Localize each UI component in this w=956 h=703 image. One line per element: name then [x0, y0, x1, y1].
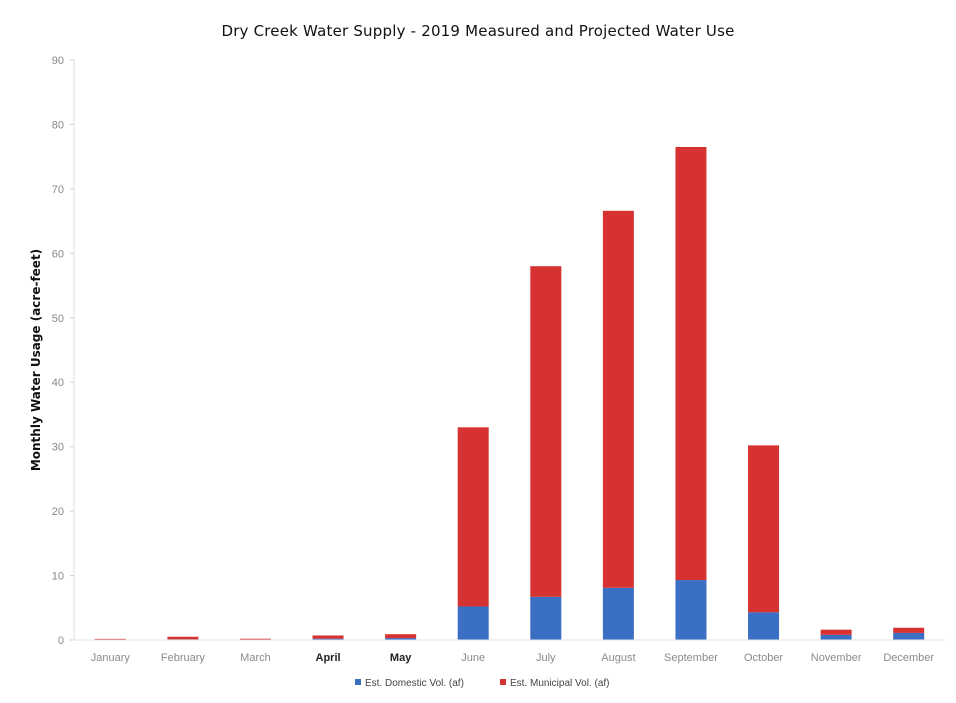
bar-municipal-october [748, 445, 780, 613]
x-tick-label: September [664, 652, 718, 664]
x-tick-label: May [390, 652, 412, 664]
x-tick-label: March [240, 652, 271, 664]
y-tick-label: 40 [52, 377, 64, 389]
bar-municipal-may [385, 634, 417, 639]
x-tick-label: April [316, 652, 341, 664]
bar-domestic-december [893, 632, 925, 640]
bar-domestic-august [602, 587, 634, 640]
bar-municipal-september [675, 147, 707, 581]
x-tick-label: February [161, 652, 206, 664]
bar-domestic-june [457, 606, 489, 640]
bar-municipal-june [457, 427, 489, 607]
y-tick-label: 30 [52, 442, 64, 454]
chart-title: Dry Creek Water Supply - 2019 Measured a… [221, 22, 735, 40]
x-tick-label: June [461, 652, 485, 664]
y-tick-label: 10 [52, 571, 64, 583]
x-tick-label: December [883, 652, 934, 664]
bar-municipal-august [602, 210, 634, 588]
y-tick-label: 0 [58, 635, 64, 647]
legend: Est. Domestic Vol. (af) Est. Municipal Vo… [355, 678, 609, 689]
bar-municipal-december [893, 627, 925, 633]
bar-municipal-march [239, 638, 271, 640]
x-tick-label: July [536, 652, 556, 664]
bar-municipal-january [94, 638, 126, 640]
bar-domestic-may [385, 638, 417, 640]
bar-municipal-november [820, 629, 852, 635]
bar-domestic-november [820, 634, 852, 640]
bars [94, 147, 925, 640]
x-axis: January February March April May June July Augu… [74, 639, 945, 664]
bar-domestic-april [312, 638, 344, 640]
bar-municipal-april [312, 635, 344, 639]
bar-municipal-july [530, 266, 562, 597]
y-axis: 0 10 20 30 40 50 60 70 80 90 [52, 55, 75, 647]
y-tick-label: 90 [52, 55, 64, 67]
x-tick-label: January [91, 652, 131, 664]
y-tick-label: 80 [52, 119, 64, 131]
legend-swatch-municipal [500, 679, 506, 685]
x-tick-label: August [601, 652, 635, 664]
x-tick-label: November [811, 652, 862, 664]
y-axis-label: Monthly Water Usage (acre-feet) [29, 249, 43, 471]
legend-label-municipal: Est. Municipal Vol. (af) [510, 678, 609, 689]
bar-municipal-february [167, 636, 199, 640]
legend-label-domestic: Est. Domestic Vol. (af) [365, 678, 464, 689]
bar-domestic-july [530, 596, 562, 640]
bar-domestic-september [675, 580, 707, 640]
legend-swatch-domestic [355, 679, 361, 685]
y-tick-label: 70 [52, 184, 64, 196]
y-tick-label: 60 [52, 248, 64, 260]
bar-domestic-october [748, 612, 780, 640]
x-tick-label: October [744, 652, 783, 664]
y-tick-label: 50 [52, 313, 64, 325]
y-tick-label: 20 [52, 506, 64, 518]
